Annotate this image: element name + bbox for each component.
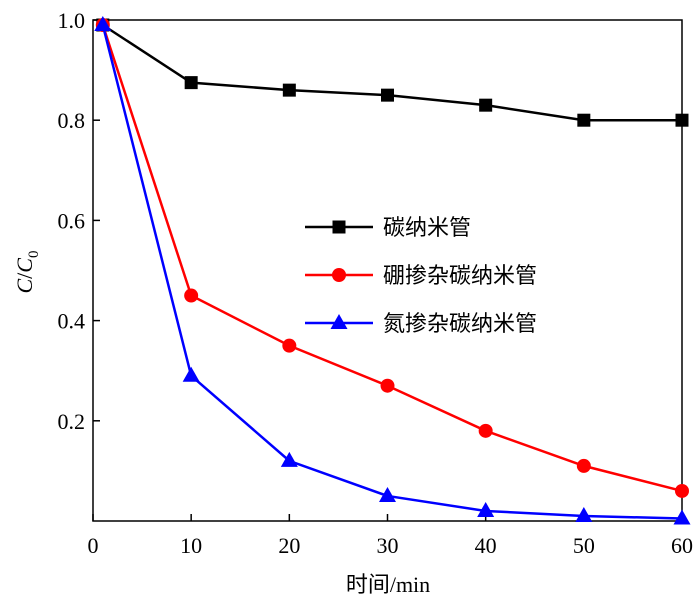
series-0 xyxy=(96,18,689,127)
y-tick-label: 0.8 xyxy=(58,108,86,133)
data-point xyxy=(182,366,200,382)
series-1 xyxy=(95,18,689,498)
legend-entry: 硼掺杂碳纳米管 xyxy=(305,264,537,289)
data-point xyxy=(479,98,493,112)
x-tick-label: 10 xyxy=(180,533,202,558)
axes: 0 10 20 30 40 50 60 0.2 0.4 0.6 0.8 1.0 xyxy=(58,8,694,558)
y-tick-label: 1.0 xyxy=(58,8,86,33)
series-2 xyxy=(94,16,691,525)
y-axis-title-subscript: 0 xyxy=(26,251,42,259)
legend-marker xyxy=(332,220,346,234)
x-axis-title: 时间/min xyxy=(346,572,430,597)
x-tick-label: 20 xyxy=(278,533,300,558)
data-point xyxy=(575,506,593,522)
legend-label: 硼掺杂碳纳米管 xyxy=(383,264,537,289)
legend-marker xyxy=(332,268,346,282)
y-axis-title-slash: / xyxy=(12,272,37,279)
y-tick-label: 0.6 xyxy=(58,208,86,233)
data-point xyxy=(675,113,689,127)
x-tick-label: 30 xyxy=(377,533,399,558)
data-point xyxy=(282,83,296,97)
legend-entry: 碳纳米管 xyxy=(305,216,471,241)
y-axis-title-c0: C xyxy=(12,258,37,273)
data-point xyxy=(94,16,112,32)
y-tick-label: 0.4 xyxy=(58,309,86,334)
y-axis-title: C/C0 xyxy=(12,251,42,294)
x-tick-label: 0 xyxy=(88,533,99,558)
legend-label: 氮掺杂碳纳米管 xyxy=(383,312,537,337)
x-tick-label: 60 xyxy=(671,533,693,558)
data-point xyxy=(673,509,691,525)
data-point xyxy=(478,423,493,438)
data-point xyxy=(380,378,395,393)
x-tick-label: 50 xyxy=(573,533,595,558)
legend-entry: 氮掺杂碳纳米管 xyxy=(305,312,537,337)
data-point xyxy=(282,338,297,353)
x-tick-label: 40 xyxy=(475,533,497,558)
legend-label: 碳纳米管 xyxy=(383,216,471,241)
data-point xyxy=(577,113,591,127)
y-tick-label: 0.2 xyxy=(58,409,86,434)
data-point xyxy=(379,486,396,502)
data-point xyxy=(381,88,394,102)
y-axis-title-c: C xyxy=(12,279,37,294)
data-point xyxy=(477,501,495,517)
data-point xyxy=(184,76,198,90)
series-layer xyxy=(94,16,691,525)
series-line xyxy=(102,23,682,122)
data-point xyxy=(576,458,591,473)
legend-marker xyxy=(330,314,348,329)
data-point xyxy=(280,451,298,467)
data-point xyxy=(675,483,689,498)
data-point xyxy=(184,288,199,303)
